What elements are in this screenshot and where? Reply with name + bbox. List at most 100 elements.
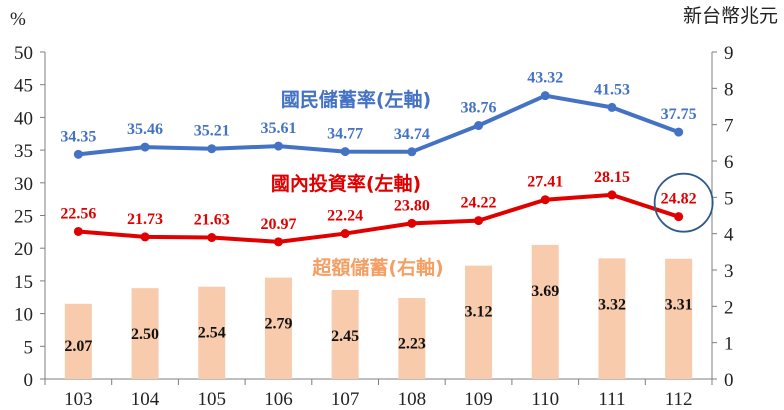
line-data-label-1: 22.24: [327, 208, 363, 225]
left-tick-label: 40: [14, 108, 33, 129]
line-data-label-1: 22.56: [60, 205, 96, 222]
left-axis-unit: %: [10, 9, 26, 30]
right-tick-label: 8: [724, 79, 734, 100]
bar: [598, 258, 626, 379]
x-tick-label: 111: [598, 389, 625, 410]
bar-data-label: 2.54: [198, 325, 226, 342]
right-tick-label: 5: [724, 188, 734, 209]
x-tick-label: 109: [464, 389, 493, 410]
bar-data-label: 3.12: [465, 304, 493, 321]
left-tick-label: 30: [14, 174, 33, 195]
right-tick-label: 4: [724, 225, 734, 246]
series-point-0: [140, 142, 150, 152]
line-data-label-1: 24.22: [461, 195, 497, 212]
series-name-national-saving: 國民儲蓄率(左軸): [281, 88, 431, 111]
right-tick-label: 0: [724, 370, 734, 391]
line-data-label-1: 23.80: [394, 197, 430, 214]
series-point-0: [407, 147, 417, 157]
series-point-0: [207, 144, 217, 154]
x-tick-label: 110: [531, 389, 559, 410]
bar-data-label: 3.32: [598, 296, 626, 313]
line-data-label-0: 37.75: [661, 106, 697, 123]
bar-data-label: 2.07: [64, 338, 92, 355]
series-point-0: [607, 102, 617, 112]
line-data-label-1: 21.63: [194, 212, 230, 229]
line-data-label-0: 38.76: [461, 100, 497, 117]
bar: [398, 297, 426, 379]
line-data-label-0: 35.21: [194, 123, 230, 140]
bar: [531, 244, 559, 379]
series-point-1: [207, 233, 217, 243]
line-data-label-1: 28.15: [594, 169, 630, 186]
series-line-0: [78, 93, 680, 157]
series-point-1: [73, 226, 83, 236]
bar: [465, 265, 493, 379]
left-tick-label: 25: [14, 207, 33, 228]
bar-data-label: 2.79: [264, 316, 292, 333]
x-tick-label: 105: [198, 389, 227, 410]
line-data-label-0: 34.74: [394, 126, 430, 143]
x-tick-label: 104: [131, 389, 160, 410]
highlight-circle: [653, 172, 714, 233]
left-tick-label: 15: [14, 272, 33, 293]
bar: [331, 289, 359, 379]
bar-series: [64, 244, 693, 379]
line-data-label-1: 27.41: [527, 174, 563, 191]
x-tick-label: 106: [264, 389, 293, 410]
series-name-domestic-investment: 國內投資率(左軸): [271, 172, 421, 195]
series-point-0: [273, 141, 283, 151]
right-tick-label: 9: [724, 43, 734, 64]
series-point-1: [273, 237, 283, 247]
x-tick-label: 108: [398, 389, 427, 410]
left-tick-label: 10: [14, 305, 33, 326]
series-point-1: [540, 195, 550, 205]
series-point-0: [340, 147, 350, 157]
x-tick-label: 107: [331, 389, 360, 410]
left-tick-label: 35: [14, 141, 33, 162]
left-tick-label: 20: [14, 239, 33, 260]
series-point-1: [407, 218, 417, 228]
line-data-label-0: 35.46: [127, 121, 163, 138]
right-tick-label: 7: [724, 116, 734, 137]
bar-data-label: 3.69: [531, 283, 559, 300]
series-point-0: [674, 127, 684, 137]
series-point-0: [73, 149, 83, 159]
left-tick-label: 50: [14, 43, 33, 64]
bar: [198, 286, 226, 379]
right-tick-label: 2: [724, 297, 734, 318]
line-data-label-1: 21.73: [127, 211, 163, 228]
series-point-1: [140, 232, 150, 242]
line-data-label-0: 34.35: [60, 128, 96, 145]
right-axis-unit: 新台幣兆元: [683, 5, 778, 27]
data-labels: 2.07 2.50 2.54 2.79 2.45 2.23 3.12 3.69 3.32 3.31…: [60, 70, 714, 355]
line-data-label-1: 20.97: [260, 216, 296, 233]
series-name-excess-saving: 超額儲蓄(右軸): [311, 256, 443, 279]
left-tick-label: 0: [24, 370, 34, 391]
x-tick-label: 112: [665, 389, 693, 410]
bar: [64, 303, 92, 379]
bar-data-label: 2.50: [131, 326, 159, 343]
line-data-label-0: 35.61: [260, 120, 296, 137]
x-tick-label: 103: [64, 389, 93, 410]
series-point-0: [540, 91, 550, 101]
bar-data-label: 3.31: [665, 297, 693, 314]
bar: [264, 277, 292, 379]
right-tick-label: 6: [724, 152, 734, 173]
line-series: [73, 91, 684, 247]
left-tick-label: 5: [24, 337, 34, 358]
bar-data-label: 2.45: [331, 328, 359, 345]
series-point-1: [340, 229, 350, 239]
right-tick-label: 1: [724, 334, 734, 355]
series-point-0: [474, 121, 484, 131]
line-data-label-0: 43.32: [527, 70, 563, 87]
series-point-1: [474, 216, 484, 226]
bar: [131, 288, 159, 379]
line-data-label-0: 41.53: [594, 81, 630, 98]
series-line-1: [78, 192, 680, 244]
series-point-1: [607, 190, 617, 200]
bar: [665, 258, 693, 379]
line-data-label-1: 24.82: [661, 191, 697, 208]
left-tick-label: 45: [14, 76, 33, 97]
